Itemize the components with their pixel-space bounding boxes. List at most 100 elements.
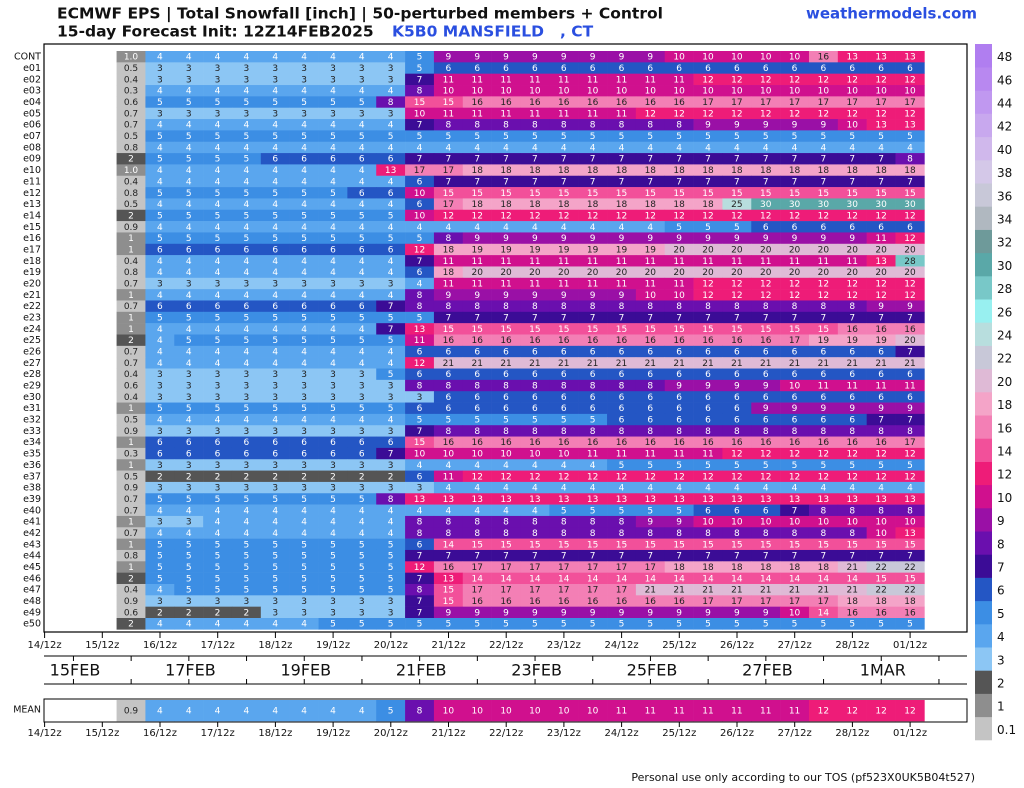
cell-label: 11 bbox=[847, 257, 858, 267]
cell-label: 4 bbox=[821, 484, 827, 494]
heat-cell bbox=[780, 561, 810, 573]
cell-label: 6 bbox=[186, 450, 192, 460]
cell-label: 4 bbox=[272, 223, 278, 233]
cell-label: 21 bbox=[558, 359, 569, 369]
colorbar-label: 28 bbox=[997, 282, 1012, 296]
heat-cell bbox=[231, 96, 262, 108]
heat-cell bbox=[145, 51, 175, 63]
cell-label: 16 bbox=[500, 336, 512, 346]
cell-label: 3 bbox=[244, 64, 250, 74]
heat-cell bbox=[289, 493, 319, 505]
cell-label: 0.7 bbox=[124, 529, 138, 539]
cell-label: 10 bbox=[789, 87, 801, 97]
cell-label: 2 bbox=[301, 472, 307, 482]
cell-label: 9 bbox=[705, 121, 711, 131]
cell-label: 10 bbox=[443, 450, 455, 460]
cell-label: 9 bbox=[647, 234, 653, 244]
cell-label: 3 bbox=[215, 370, 221, 380]
heat-cell bbox=[578, 572, 608, 585]
heat-cell bbox=[318, 255, 348, 267]
cell-label: 1.0 bbox=[124, 53, 139, 63]
cell-label: 6 bbox=[388, 438, 394, 448]
heat-cell bbox=[549, 255, 579, 267]
cell-label: 6 bbox=[503, 370, 509, 380]
cell-label: 9 bbox=[445, 53, 451, 63]
heat-cell bbox=[260, 243, 290, 256]
site-link[interactable]: weathermodels.com bbox=[806, 5, 977, 23]
heat-cell bbox=[231, 107, 262, 120]
cell-label: 13 bbox=[875, 257, 886, 267]
heat-cell bbox=[664, 447, 694, 460]
cell-label: 5 bbox=[215, 540, 221, 550]
cell-label: 10 bbox=[414, 450, 426, 460]
heat-cell bbox=[260, 527, 290, 539]
heat-cell bbox=[491, 425, 521, 437]
heat-cell bbox=[145, 187, 175, 199]
heat-cell bbox=[520, 402, 550, 415]
heat-cell bbox=[837, 459, 867, 471]
cell-label: 19 bbox=[847, 336, 859, 346]
cell-label: 10 bbox=[702, 518, 714, 528]
cell-label: 1.0 bbox=[124, 166, 139, 176]
heat-cell bbox=[462, 527, 492, 539]
heat-cell bbox=[837, 572, 867, 585]
cell-label: 16 bbox=[616, 336, 628, 346]
heat-cell bbox=[866, 96, 896, 108]
heat-cell bbox=[635, 107, 666, 120]
heat-cell bbox=[837, 391, 867, 403]
heat-cell bbox=[174, 391, 204, 403]
heat-cell bbox=[174, 311, 204, 324]
heat-cell bbox=[405, 266, 435, 279]
cell-label: 6 bbox=[272, 450, 278, 460]
heat-cell bbox=[693, 618, 723, 630]
heat-cell bbox=[780, 470, 810, 483]
cell-label: 4 bbox=[647, 143, 653, 153]
cell-label: 11 bbox=[443, 75, 454, 85]
cell-label: 15 bbox=[443, 189, 454, 199]
cell-label: 3 bbox=[186, 75, 192, 85]
heat-cell bbox=[203, 402, 233, 415]
cell-label: 5 bbox=[215, 586, 221, 596]
heat-cell bbox=[174, 187, 204, 199]
heat-cell bbox=[174, 379, 204, 392]
heat-cell bbox=[145, 447, 175, 460]
cell-label: 16 bbox=[875, 608, 887, 618]
row-label: e18 bbox=[23, 256, 41, 267]
cell-label: 11 bbox=[616, 450, 627, 460]
cell-label: 6 bbox=[330, 245, 336, 255]
cell-label: 7 bbox=[763, 552, 769, 562]
heat-cell bbox=[722, 504, 752, 517]
cell-label: 8 bbox=[561, 529, 567, 539]
heat-cell bbox=[376, 481, 406, 494]
cell-label: 7 bbox=[676, 552, 682, 562]
heat-cell bbox=[895, 209, 925, 222]
cell-label: 11 bbox=[904, 382, 915, 392]
heat-cell bbox=[751, 266, 781, 279]
heat-cell bbox=[607, 357, 637, 369]
cell-label: 3 bbox=[186, 279, 192, 289]
heat-cell bbox=[347, 402, 377, 415]
heat-cell bbox=[693, 493, 723, 505]
heat-cell bbox=[837, 334, 867, 347]
cell-label: 4 bbox=[272, 416, 278, 426]
cell-label: 6 bbox=[792, 64, 798, 74]
heat-cell bbox=[866, 561, 896, 573]
cell-label: 12 bbox=[760, 472, 771, 482]
cell-label: 6 bbox=[157, 245, 163, 255]
cell-label: 20 bbox=[702, 245, 714, 255]
cell-label: 1 bbox=[128, 325, 134, 335]
heat-cell bbox=[635, 357, 666, 369]
row-label: e25 bbox=[23, 335, 41, 346]
heat-cell bbox=[895, 266, 925, 279]
heat-cell bbox=[433, 436, 464, 449]
cell-label: 7 bbox=[821, 313, 827, 323]
cell-label: 5 bbox=[272, 98, 278, 108]
cell-label: 5 bbox=[532, 132, 538, 142]
cell-label: 5 bbox=[619, 461, 625, 471]
heat-cell bbox=[693, 130, 723, 143]
cell-label: 8 bbox=[417, 518, 423, 528]
cell-label: 6 bbox=[445, 348, 451, 358]
heat-cell bbox=[751, 470, 781, 483]
cell-label: 4 bbox=[157, 416, 163, 426]
heat-cell bbox=[491, 583, 521, 596]
